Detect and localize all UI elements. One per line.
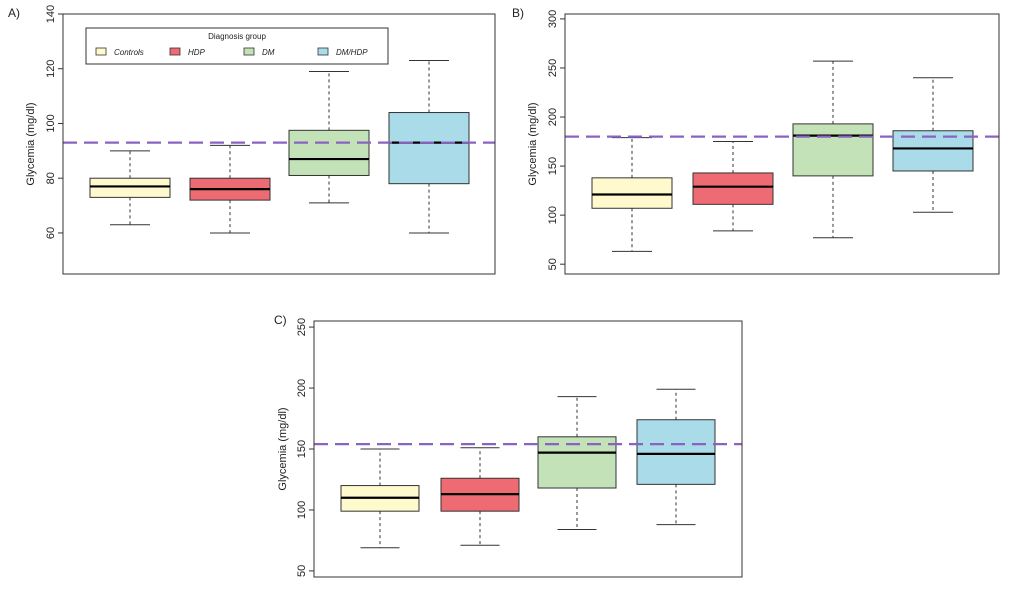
y-tick-label: 140 — [45, 5, 57, 23]
box-dm-hdp — [892, 77, 974, 213]
y-tick-label: 100 — [547, 206, 559, 224]
y-tick-label: 60 — [45, 227, 57, 239]
legend-label: HDP — [188, 48, 206, 57]
iqr-box — [792, 123, 874, 177]
legend-swatch — [95, 47, 107, 56]
plot-frame — [62, 13, 496, 275]
box-dm — [288, 70, 370, 204]
box-dm — [537, 396, 617, 530]
box-controls — [591, 137, 673, 252]
legend-title: Diagnosis group — [208, 32, 266, 41]
y-tick-label: 300 — [547, 10, 559, 28]
plot-frame — [313, 320, 743, 578]
panel-label: A) — [8, 6, 20, 20]
y-axis-title: Glycemia (mg/dl) — [527, 102, 539, 185]
legend-swatch — [243, 47, 255, 56]
box-controls — [340, 448, 420, 549]
box-hdp — [189, 144, 271, 234]
y-axis-title: Glycemia (mg/dl) — [25, 102, 37, 185]
panel-label: C) — [274, 313, 287, 327]
iqr-box — [288, 129, 370, 176]
y-tick-label: 50 — [547, 258, 559, 270]
legend: Diagnosis group Controls HDP DM DM/HDP — [85, 27, 389, 65]
legend-swatch — [317, 47, 329, 56]
y-axis-title: Glycemia (mg/dl) — [277, 407, 289, 490]
legend-swatch — [169, 47, 181, 56]
y-tick-label: 150 — [547, 157, 559, 175]
box-hdp — [692, 141, 774, 232]
y-tick-label: 200 — [296, 379, 308, 397]
plot-frame — [564, 13, 1000, 275]
legend-box — [85, 27, 389, 65]
iqr-box — [388, 112, 470, 185]
iqr-box — [591, 177, 673, 209]
y-tick-label: 250 — [547, 59, 559, 77]
box-controls — [89, 150, 171, 226]
panel-label: B) — [512, 6, 524, 20]
box-dm-hdp — [388, 60, 470, 234]
legend-label: Controls — [114, 48, 144, 57]
y-tick-label: 50 — [296, 565, 308, 577]
iqr-box — [89, 177, 171, 198]
iqr-box — [636, 419, 716, 485]
box-dm — [792, 60, 874, 239]
chart-panel: A) Glycemia (mg/dl) 60 80 100 120 140 Diagnosis… — [8, 5, 496, 275]
y-tick-label: 150 — [296, 440, 308, 458]
y-tick-label: 80 — [45, 172, 57, 184]
y-tick-label: 100 — [296, 501, 308, 519]
box-dm-hdp — [636, 388, 716, 526]
chart-panel: B) Glycemia (mg/dl) 50 100 150 200 250 300 — [512, 6, 1000, 275]
iqr-box — [537, 436, 617, 489]
y-tick-label: 200 — [547, 108, 559, 126]
chart-panel: C) Glycemia (mg/dl) 50 100 150 200 250 — [274, 313, 743, 578]
legend-label: DM — [262, 48, 275, 57]
box-hdp — [440, 447, 520, 546]
y-tick-label: 250 — [296, 318, 308, 336]
legend-label: DM/HDP — [336, 48, 368, 57]
y-tick-label: 120 — [45, 60, 57, 78]
iqr-box — [692, 172, 774, 205]
y-tick-label: 100 — [45, 114, 57, 132]
